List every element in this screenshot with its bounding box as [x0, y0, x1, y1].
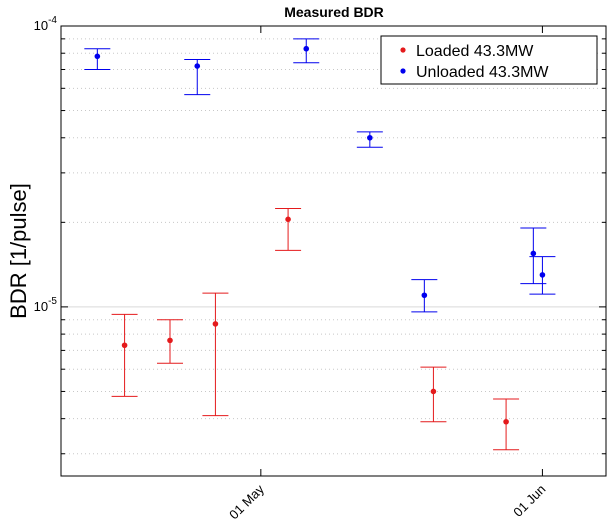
data-series	[84, 38, 556, 451]
y-axis-label: BDR [1/pulse]	[6, 183, 31, 319]
data-point	[430, 388, 437, 395]
data-point	[212, 321, 219, 327]
data-point	[94, 53, 101, 60]
y-tick-base: 10	[34, 299, 48, 314]
legend-marker	[400, 68, 406, 74]
series-1	[84, 38, 556, 313]
y-tick-label: 10-4	[34, 15, 58, 33]
data-point	[167, 337, 173, 344]
legend-marker	[400, 47, 406, 53]
legend-box	[380, 35, 598, 85]
y-tick-label: 10-5	[34, 296, 58, 314]
data-point	[285, 216, 291, 223]
data-point	[421, 292, 428, 299]
y-tick-exponent: -4	[48, 15, 57, 26]
legend: Loaded 43.3MW Unloaded 43.3MW	[380, 35, 598, 85]
legend-label: Unloaded 43.3MW	[416, 64, 549, 81]
data-point	[367, 134, 373, 141]
chart-title: Measured BDR	[284, 4, 384, 20]
data-point	[530, 250, 537, 257]
data-point	[121, 342, 128, 349]
data-point	[194, 63, 201, 69]
y-tick-exponent: -5	[48, 296, 57, 307]
series-0	[111, 208, 520, 451]
data-point	[539, 272, 546, 278]
legend-label: Loaded 43.3MW	[416, 43, 534, 60]
plot-area	[60, 25, 607, 477]
y-tick-base: 10	[34, 18, 48, 33]
data-point	[503, 418, 509, 425]
data-point	[303, 45, 310, 52]
